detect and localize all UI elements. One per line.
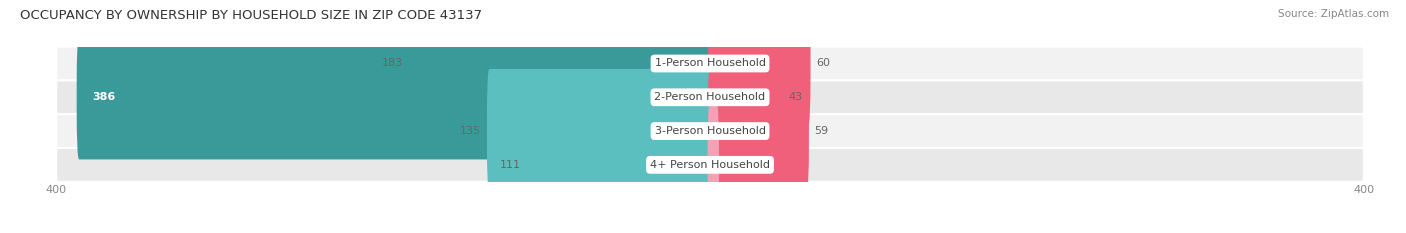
FancyBboxPatch shape bbox=[526, 103, 713, 227]
Text: 183: 183 bbox=[381, 58, 402, 69]
Text: 60: 60 bbox=[817, 58, 831, 69]
FancyBboxPatch shape bbox=[77, 35, 713, 159]
Text: 1-Person Household: 1-Person Household bbox=[655, 58, 765, 69]
Text: OCCUPANCY BY OWNERSHIP BY HOUSEHOLD SIZE IN ZIP CODE 43137: OCCUPANCY BY OWNERSHIP BY HOUSEHOLD SIZE… bbox=[20, 9, 482, 22]
Text: 4+ Person Household: 4+ Person Household bbox=[650, 160, 770, 170]
Text: 2-Person Household: 2-Person Household bbox=[654, 92, 766, 102]
Text: 135: 135 bbox=[460, 126, 481, 136]
FancyBboxPatch shape bbox=[56, 47, 1364, 80]
FancyBboxPatch shape bbox=[707, 1, 810, 126]
FancyBboxPatch shape bbox=[56, 114, 1364, 148]
FancyBboxPatch shape bbox=[707, 103, 718, 227]
FancyBboxPatch shape bbox=[486, 69, 713, 193]
Text: Source: ZipAtlas.com: Source: ZipAtlas.com bbox=[1278, 9, 1389, 19]
FancyBboxPatch shape bbox=[56, 148, 1364, 182]
FancyBboxPatch shape bbox=[409, 1, 713, 126]
FancyBboxPatch shape bbox=[707, 35, 783, 159]
Text: 3-Person Household: 3-Person Household bbox=[655, 126, 765, 136]
Text: 386: 386 bbox=[93, 92, 115, 102]
Text: 43: 43 bbox=[789, 92, 803, 102]
Text: 59: 59 bbox=[814, 126, 828, 136]
FancyBboxPatch shape bbox=[56, 80, 1364, 114]
FancyBboxPatch shape bbox=[707, 69, 808, 193]
Text: 111: 111 bbox=[499, 160, 520, 170]
Text: 4: 4 bbox=[724, 160, 733, 170]
